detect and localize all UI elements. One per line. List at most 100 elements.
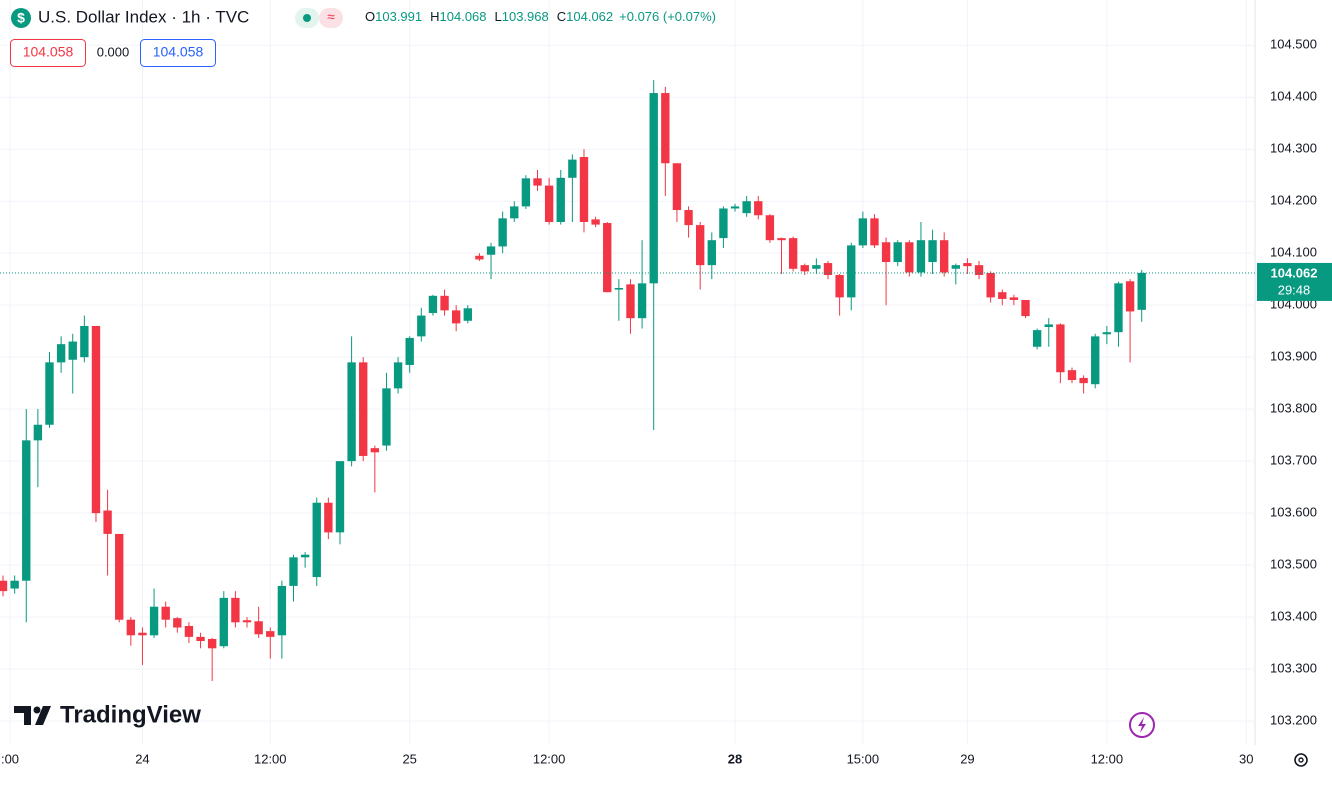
- y-tick-label: 103.500: [1270, 557, 1317, 572]
- candle-body: [951, 265, 960, 269]
- candle-body: [986, 272, 995, 298]
- candle-body: [754, 201, 763, 216]
- candle-body: [1021, 299, 1030, 317]
- candle-body: [916, 240, 926, 273]
- x-tick-label: 30: [1239, 751, 1253, 766]
- x-tick-label: 12:00: [1091, 751, 1124, 766]
- candle-body: [219, 597, 228, 647]
- candle-body: [347, 362, 356, 462]
- ask: 104.058: [153, 44, 204, 60]
- ask-box[interactable]: [140, 39, 216, 67]
- ohlc-label: O: [365, 9, 375, 24]
- candle-body: [905, 242, 914, 273]
- candle-body: [277, 585, 287, 636]
- candle-body: [963, 263, 972, 267]
- candle-body: [1009, 297, 1019, 300]
- x-tick-label: :00: [1, 751, 19, 766]
- x-tick-label: 24: [135, 751, 149, 766]
- ohlc-value: 104.068: [440, 9, 487, 24]
- ohlc-value: 103.968: [502, 9, 549, 24]
- candle-body: [242, 620, 252, 623]
- bid-box[interactable]: [10, 39, 86, 67]
- ohlc-legend: O103.991 H104.068 L103.968 C104.062 +0.076 (…: [365, 9, 716, 24]
- candle-body: [173, 618, 182, 628]
- last-price: 104.062: [1271, 265, 1318, 280]
- candle-body: [440, 295, 449, 311]
- y-tick-label: 103.700: [1270, 453, 1317, 468]
- delay-glyph: ≈: [327, 9, 335, 25]
- candle-body: [707, 240, 716, 266]
- change: +0.076 (+0.07%): [619, 9, 716, 24]
- candle-body: [451, 310, 461, 324]
- spread: 0.000: [97, 44, 130, 59]
- candle-body: [370, 448, 380, 453]
- status-dot: [303, 14, 311, 22]
- candle-body: [91, 325, 101, 514]
- candle-body: [928, 240, 937, 263]
- x-tick-label: 12:00: [533, 751, 566, 766]
- ohlc-label: H: [430, 9, 439, 24]
- candle-body: [115, 533, 124, 620]
- candle-body: [207, 638, 217, 649]
- candle-body: [1091, 336, 1100, 385]
- candle-body: [568, 159, 577, 178]
- candle-body: [626, 284, 635, 319]
- candle-body: [1032, 330, 1042, 347]
- candle-body: [324, 502, 333, 533]
- candle-body: [556, 177, 565, 222]
- y-tick-label: 104.100: [1270, 245, 1317, 260]
- candle-body: [510, 206, 519, 219]
- candle-body: [149, 606, 159, 636]
- candle-body: [335, 461, 345, 533]
- y-tick-label: 103.900: [1270, 349, 1317, 364]
- candle-body: [974, 265, 984, 276]
- candle-body: [998, 292, 1007, 299]
- candle-body: [765, 215, 775, 241]
- candle-body: [579, 157, 589, 222]
- y-tick-label: 104.500: [1270, 37, 1317, 52]
- settings-icon-center: [1298, 757, 1304, 763]
- candle-body: [486, 246, 496, 255]
- candle-body: [161, 606, 170, 620]
- candle-body: [138, 632, 147, 636]
- y-tick-label: 103.800: [1270, 401, 1317, 416]
- candle-body: [1102, 332, 1112, 335]
- candle-body: [661, 93, 670, 164]
- candle-body: [637, 283, 647, 319]
- candle-body: [393, 362, 403, 389]
- candle-body: [33, 424, 43, 441]
- candle-body: [68, 341, 77, 360]
- y-tick-label: 104.200: [1270, 193, 1317, 208]
- symbol-title: U.S. Dollar Index · 1h · TVC: [38, 7, 249, 26]
- candle-body: [881, 242, 891, 263]
- candle-body: [0, 580, 8, 592]
- candle-body: [533, 178, 542, 186]
- x-tick-label: 15:00: [847, 751, 880, 766]
- candle-body: [196, 636, 205, 642]
- settings-icon[interactable]: [1294, 753, 1308, 767]
- candle-body: [359, 362, 368, 456]
- candle-body: [847, 245, 856, 298]
- candle-body: [858, 218, 868, 246]
- candle-body: [231, 597, 240, 623]
- candle-body: [428, 295, 438, 313]
- candle-body: [417, 315, 426, 337]
- candle-body: [1125, 281, 1135, 312]
- countdown: 29:48: [1278, 282, 1311, 297]
- ohlc-value: 103.991: [375, 9, 422, 24]
- watermark: TradingView: [60, 701, 201, 728]
- candle-body: [521, 178, 531, 207]
- last-price-tag: [1257, 262, 1332, 301]
- y-tick-label: 103.200: [1270, 713, 1317, 728]
- candle-body: [498, 218, 507, 247]
- candle-body: [126, 619, 136, 636]
- y-tick-label: 104.300: [1270, 141, 1317, 156]
- candle-body: [788, 238, 798, 269]
- symbol-icon-glyph: $: [17, 10, 25, 26]
- x-tick-label: 25: [402, 751, 416, 766]
- symbol-icon: [11, 8, 31, 28]
- candle-body: [695, 225, 705, 266]
- delay-pill[interactable]: [319, 8, 343, 28]
- candle-body: [870, 218, 879, 246]
- candle-body: [823, 263, 833, 276]
